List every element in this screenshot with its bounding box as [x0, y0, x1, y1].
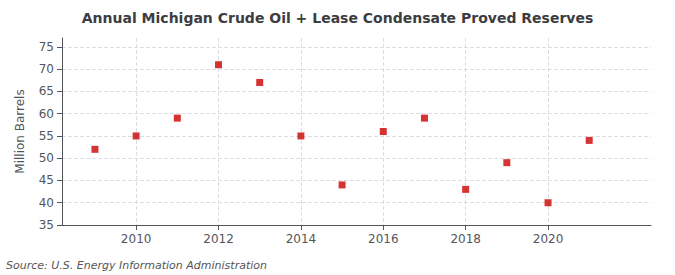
svg-text:45: 45: [39, 173, 54, 187]
svg-text:2016: 2016: [368, 232, 399, 246]
svg-text:Annual Michigan Crude Oil + Le: Annual Michigan Crude Oil + Lease Conden…: [82, 10, 594, 26]
svg-text:Source: U.S. Energy Informatio: Source: U.S. Energy Information Administ…: [6, 259, 267, 272]
svg-text:2010: 2010: [121, 232, 152, 246]
svg-text:70: 70: [39, 62, 54, 76]
svg-text:60: 60: [39, 107, 54, 121]
svg-text:55: 55: [39, 129, 54, 143]
svg-text:40: 40: [39, 196, 54, 210]
svg-text:2020: 2020: [533, 232, 564, 246]
svg-text:75: 75: [39, 40, 54, 54]
svg-text:35: 35: [39, 218, 54, 232]
svg-text:50: 50: [39, 151, 54, 165]
svg-text:2014: 2014: [286, 232, 317, 246]
svg-text:65: 65: [39, 84, 54, 98]
svg-text:2018: 2018: [450, 232, 481, 246]
svg-text:Million Barrels: Million Barrels: [13, 89, 27, 173]
svg-text:2012: 2012: [203, 232, 234, 246]
